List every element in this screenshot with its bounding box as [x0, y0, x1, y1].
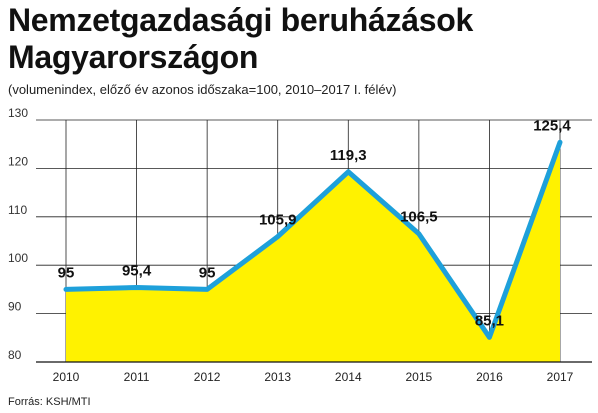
- data-label: 106,5: [400, 209, 438, 226]
- data-label: 95: [58, 264, 75, 281]
- x-tick-labels: 2010 2011 2012 2013 2014 2015 2016 2017: [53, 370, 574, 384]
- y-tick-label: 130: [8, 106, 28, 120]
- x-tick-label: 2013: [264, 370, 291, 384]
- series-line: [63, 139, 563, 340]
- data-label: 125,4: [533, 117, 571, 134]
- chart-title: Nemzetgazdasági beruházások Magyarország…: [8, 2, 588, 76]
- data-label: 95,4: [122, 262, 152, 279]
- data-label: 119,3: [330, 147, 367, 164]
- x-tick-label: 2012: [194, 370, 221, 384]
- y-tick-labels: 80 90 100 110 120 130: [8, 106, 28, 362]
- y-tick-label: 100: [8, 251, 28, 265]
- x-tick-label: 2010: [53, 370, 80, 384]
- x-tick-label: 2011: [124, 370, 150, 384]
- chart-subtitle: (volumenindex, előző év azonos időszaka=…: [8, 82, 397, 97]
- y-tick-label: 110: [8, 203, 27, 217]
- area-fill: [66, 142, 560, 362]
- x-tick-label: 2015: [406, 370, 433, 384]
- y-tick-label: 120: [8, 154, 28, 168]
- x-tick-label: 2017: [547, 370, 574, 384]
- data-label: 95: [199, 264, 216, 281]
- title-line-1: Nemzetgazdasági beruházások: [8, 2, 473, 38]
- x-tick-label: 2016: [476, 370, 503, 384]
- data-label: 85,1: [475, 312, 504, 329]
- title-line-2: Magyarországon: [8, 39, 259, 75]
- x-tick-label: 2014: [335, 370, 362, 384]
- data-labels: 95 95,4 95 105,9 119,3 106,5 85,1 125,4: [58, 117, 572, 329]
- source-note: Forrás: KSH/MTI: [8, 396, 91, 408]
- data-label: 105,9: [259, 212, 297, 229]
- y-tick-label: 80: [8, 348, 22, 362]
- y-tick-label: 90: [8, 300, 22, 314]
